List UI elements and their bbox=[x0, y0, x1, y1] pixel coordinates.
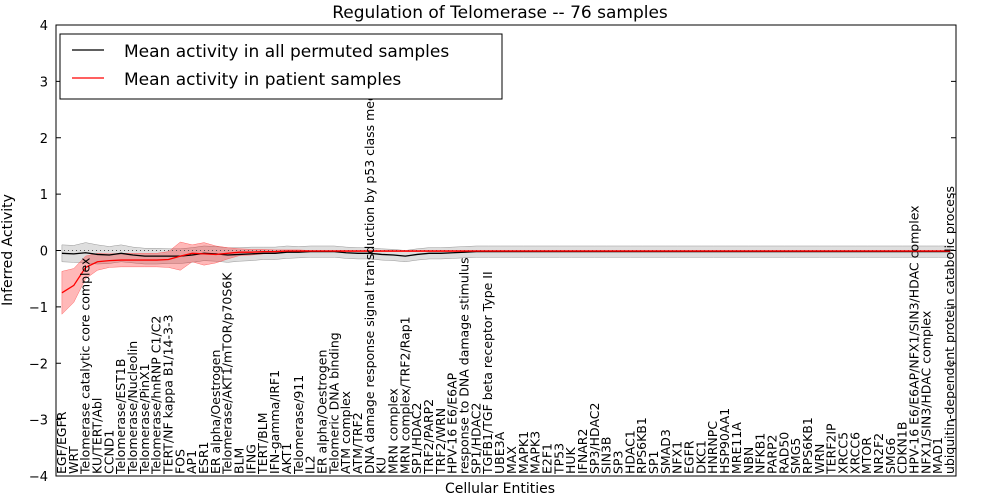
x-tick-label: SMG6 bbox=[883, 438, 898, 474]
x-tick-label: HNRNPC bbox=[705, 421, 720, 474]
band-permuted bbox=[61, 242, 951, 265]
x-tick-label: Telomeric DNA binding bbox=[326, 332, 341, 475]
x-tick-label: EGF/EGFR bbox=[54, 411, 69, 474]
series-line-patient bbox=[61, 250, 951, 294]
x-tick-label: MAD1 bbox=[930, 437, 945, 474]
x-tick-label: MAPK1 bbox=[516, 431, 531, 474]
x-tick-label: ATM complex bbox=[338, 391, 353, 474]
x-tick-label: NFX1 bbox=[670, 441, 685, 474]
x-tick-label: Telomerase/911 bbox=[291, 375, 306, 475]
y-tick-label: −4 bbox=[29, 470, 48, 485]
x-tick-label: MTOR bbox=[859, 437, 874, 474]
x-tick-label: PARP2 bbox=[764, 435, 779, 474]
x-tick-label: Telomerase/hnRNP C1/C2 bbox=[149, 316, 164, 475]
x-tick-label: HPV-16 E6/E6AP/NFX1/SIN3/HDAC complex bbox=[907, 205, 922, 474]
x-tick-label: AKT1 bbox=[279, 443, 294, 474]
x-tick-label: TGFB1/TGF beta receptor Type II bbox=[480, 271, 495, 475]
x-tick-label: IFN-gamma/IRF1 bbox=[267, 370, 282, 474]
x-tick-label: IFNG bbox=[243, 444, 258, 474]
x-tick-label: Telomerase/Nucleolin bbox=[125, 341, 140, 475]
x-tick-label: DKC1 bbox=[693, 440, 708, 474]
x-tick-label: Telomerase/AKT1/mTOR/p70S6K bbox=[220, 272, 235, 475]
x-tick-label: KU bbox=[374, 457, 389, 474]
x-tick-label: NBN bbox=[741, 447, 756, 474]
x-tick-label: HDAC1 bbox=[622, 430, 637, 474]
x-tick-label: TRF2/WRN bbox=[433, 408, 448, 475]
x-tick-label: NFX1/SIN3/HDAC complex bbox=[918, 311, 933, 474]
x-tick-label: MRE11A bbox=[729, 422, 744, 474]
x-tick-label: WRN bbox=[812, 444, 827, 474]
x-tick-label: ATM/TRF2 bbox=[350, 412, 365, 474]
x-tick-label: SP3/HDAC2 bbox=[587, 403, 602, 474]
x-tick-label: response to DNA damage stimulus bbox=[457, 257, 472, 474]
x-tick-label: MAX bbox=[504, 446, 519, 474]
x-tick-label: CCND1 bbox=[101, 430, 116, 474]
x-tick-label: HUK bbox=[563, 446, 578, 474]
x-tick-label: RPS6KB1 bbox=[634, 417, 649, 474]
x-tick-label: TERF2IP bbox=[824, 423, 839, 475]
legend-label-permuted: Mean activity in all permuted samples bbox=[124, 42, 449, 62]
x-tick-label: NR2F2 bbox=[871, 433, 886, 474]
series-lines bbox=[61, 250, 951, 294]
x-tick-label: MAPK3 bbox=[528, 431, 543, 474]
x-tick-label: SIN3B bbox=[599, 437, 614, 475]
y-tick-label: −2 bbox=[29, 357, 48, 372]
legend: Mean activity in all permuted samples Me… bbox=[59, 33, 503, 100]
x-tick-label: HPV-16 E6/E6AP bbox=[445, 372, 460, 474]
x-tick-label: TERT/BLM bbox=[255, 413, 270, 475]
x-tick-label: MRN complex/TRF2/Rap1 bbox=[397, 316, 412, 474]
x-tick-label: SMAD3 bbox=[658, 429, 673, 474]
y-tick-label: 2 bbox=[40, 132, 48, 147]
x-tick-label: SP1/HDAC2 bbox=[468, 403, 483, 474]
x-tick-label: AP1 bbox=[184, 450, 199, 474]
x-tick-label: SP1/HDAC2 bbox=[409, 403, 424, 474]
x-tick-label: NFKB1 bbox=[753, 433, 768, 474]
x-tick-label: ER alpha/Oestrogen bbox=[208, 350, 223, 474]
y-tick-label: 1 bbox=[40, 188, 48, 203]
y-tick-label: −3 bbox=[29, 414, 48, 429]
legend-box bbox=[59, 33, 503, 100]
x-tick-label: E2F1 bbox=[539, 443, 554, 474]
x-axis-label: Cellular Entities bbox=[445, 481, 555, 497]
y-tick-label: −1 bbox=[29, 301, 48, 316]
x-tick-label: IL2 bbox=[303, 455, 318, 474]
x-tick-label: RPS6KB1 bbox=[800, 417, 815, 474]
x-tick-label: KU/TERT/Abl bbox=[89, 398, 104, 474]
x-tick-label: SP1 bbox=[646, 451, 661, 474]
y-tick-label: 3 bbox=[40, 75, 48, 90]
x-tick-label: DNA damage response signal transduction … bbox=[362, 63, 377, 474]
chart-title: Regulation of Telomerase -- 76 samples bbox=[332, 3, 668, 23]
x-tick-label: MRN complex bbox=[386, 388, 401, 474]
x-tick-label: Telomerase/PinX1 bbox=[137, 363, 152, 475]
y-axis-label: Inferred Activity bbox=[0, 194, 16, 306]
x-tick-label: SMG5 bbox=[788, 438, 803, 474]
y-tick-label: 4 bbox=[40, 19, 48, 34]
y-tick-label: 0 bbox=[40, 245, 48, 260]
x-tick-label: EGFR bbox=[682, 440, 697, 474]
y-axis: −4 −3 −2 −1 0 1 2 3 4 bbox=[29, 19, 956, 485]
x-tick-label: UBE3A bbox=[492, 431, 507, 474]
x-tick-label: SP3 bbox=[611, 451, 626, 474]
x-tick-label: ESR1 bbox=[196, 442, 211, 474]
x-tick-label: TERT/NF kappa B1/14-3-3 bbox=[161, 315, 176, 475]
x-tick-label: HSP90AA1 bbox=[717, 408, 732, 474]
x-tick-label: IFNAR2 bbox=[575, 429, 590, 474]
x-tick-label: WRT bbox=[66, 446, 81, 474]
x-tick-label: FOS bbox=[172, 449, 187, 474]
x-tick-label: XRCC6 bbox=[847, 432, 862, 474]
legend-label-patient: Mean activity in patient samples bbox=[124, 70, 401, 90]
x-tick-label: XRCC5 bbox=[836, 432, 851, 474]
x-tick-label: Telomerase/EST1B bbox=[113, 359, 128, 475]
x-tick-label: TP53 bbox=[551, 443, 566, 475]
x-tick-label: ER alpha/Oestrogen bbox=[314, 350, 329, 474]
x-tick-label: BLM bbox=[232, 448, 247, 474]
x-tick-label: TRF2/PARP2 bbox=[421, 399, 436, 475]
x-tick-label: RAD50 bbox=[776, 432, 791, 474]
x-tick-label: ubiquitin-dependent protein catabolic pr… bbox=[942, 186, 957, 474]
x-tick-label: CDKN1B bbox=[895, 422, 910, 474]
x-tick-label: Telomerase catalytic core complex bbox=[78, 258, 93, 475]
